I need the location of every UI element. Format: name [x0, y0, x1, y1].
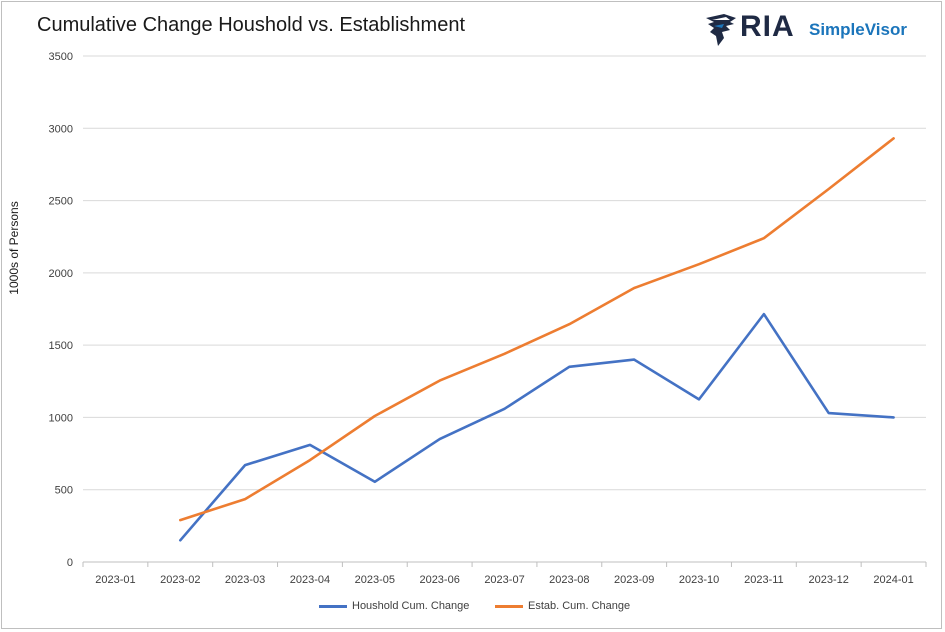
x-tick-label: 2023-02: [160, 574, 200, 586]
eagle-icon: [706, 14, 736, 46]
logo-brand-text: RIA: [740, 10, 795, 43]
x-tick-label: 2023-06: [419, 574, 459, 586]
y-tick-label: 500: [55, 485, 73, 497]
y-tick-label: 1000: [49, 412, 73, 424]
x-tick-label: 2023-10: [679, 574, 719, 586]
ria-simplevisor-logo: RIA SimpleVisor: [704, 10, 914, 48]
series-line-houshold: [179, 312, 895, 542]
legend-item-estab: Estab. Cum. Change: [495, 597, 630, 615]
x-tick-label: 2023-12: [809, 574, 849, 586]
logo-product-text: SimpleVisor: [809, 20, 907, 39]
x-tick-label: 2024-01: [873, 574, 913, 586]
y-tick-label: 2500: [49, 196, 73, 208]
legend-swatch-estab: [495, 604, 523, 608]
y-tick-label: 1500: [49, 340, 73, 352]
y-tick-label: 0: [67, 557, 73, 569]
y-tick-label: 3500: [49, 51, 73, 63]
legend-item-houshold: Houshold Cum. Change: [319, 597, 469, 615]
x-tick-label: 2023-09: [614, 574, 654, 586]
y-tick-label: 2000: [49, 268, 73, 280]
y-tick-label: 3000: [49, 123, 73, 135]
x-tick-label: 2023-03: [225, 574, 265, 586]
legend-label-houshold: Houshold Cum. Change: [352, 600, 470, 612]
x-tick-label: 2023-07: [484, 574, 524, 586]
x-tick-label: 2023-08: [549, 574, 589, 586]
chart-title: Cumulative Change Houshold vs. Establish…: [37, 14, 465, 36]
x-tick-label: 2023-04: [290, 574, 330, 586]
x-tick-label: 2023-05: [355, 574, 395, 586]
legend-swatch-houshold: [319, 604, 347, 608]
series-line-estab: [179, 137, 895, 522]
legend-label-estab: Estab. Cum. Change: [528, 600, 631, 612]
legend: Houshold Cum. Change Estab. Cum. Change: [0, 597, 945, 617]
x-tick-label: 2023-01: [95, 574, 135, 586]
x-tick-label: 2023-11: [744, 574, 784, 586]
